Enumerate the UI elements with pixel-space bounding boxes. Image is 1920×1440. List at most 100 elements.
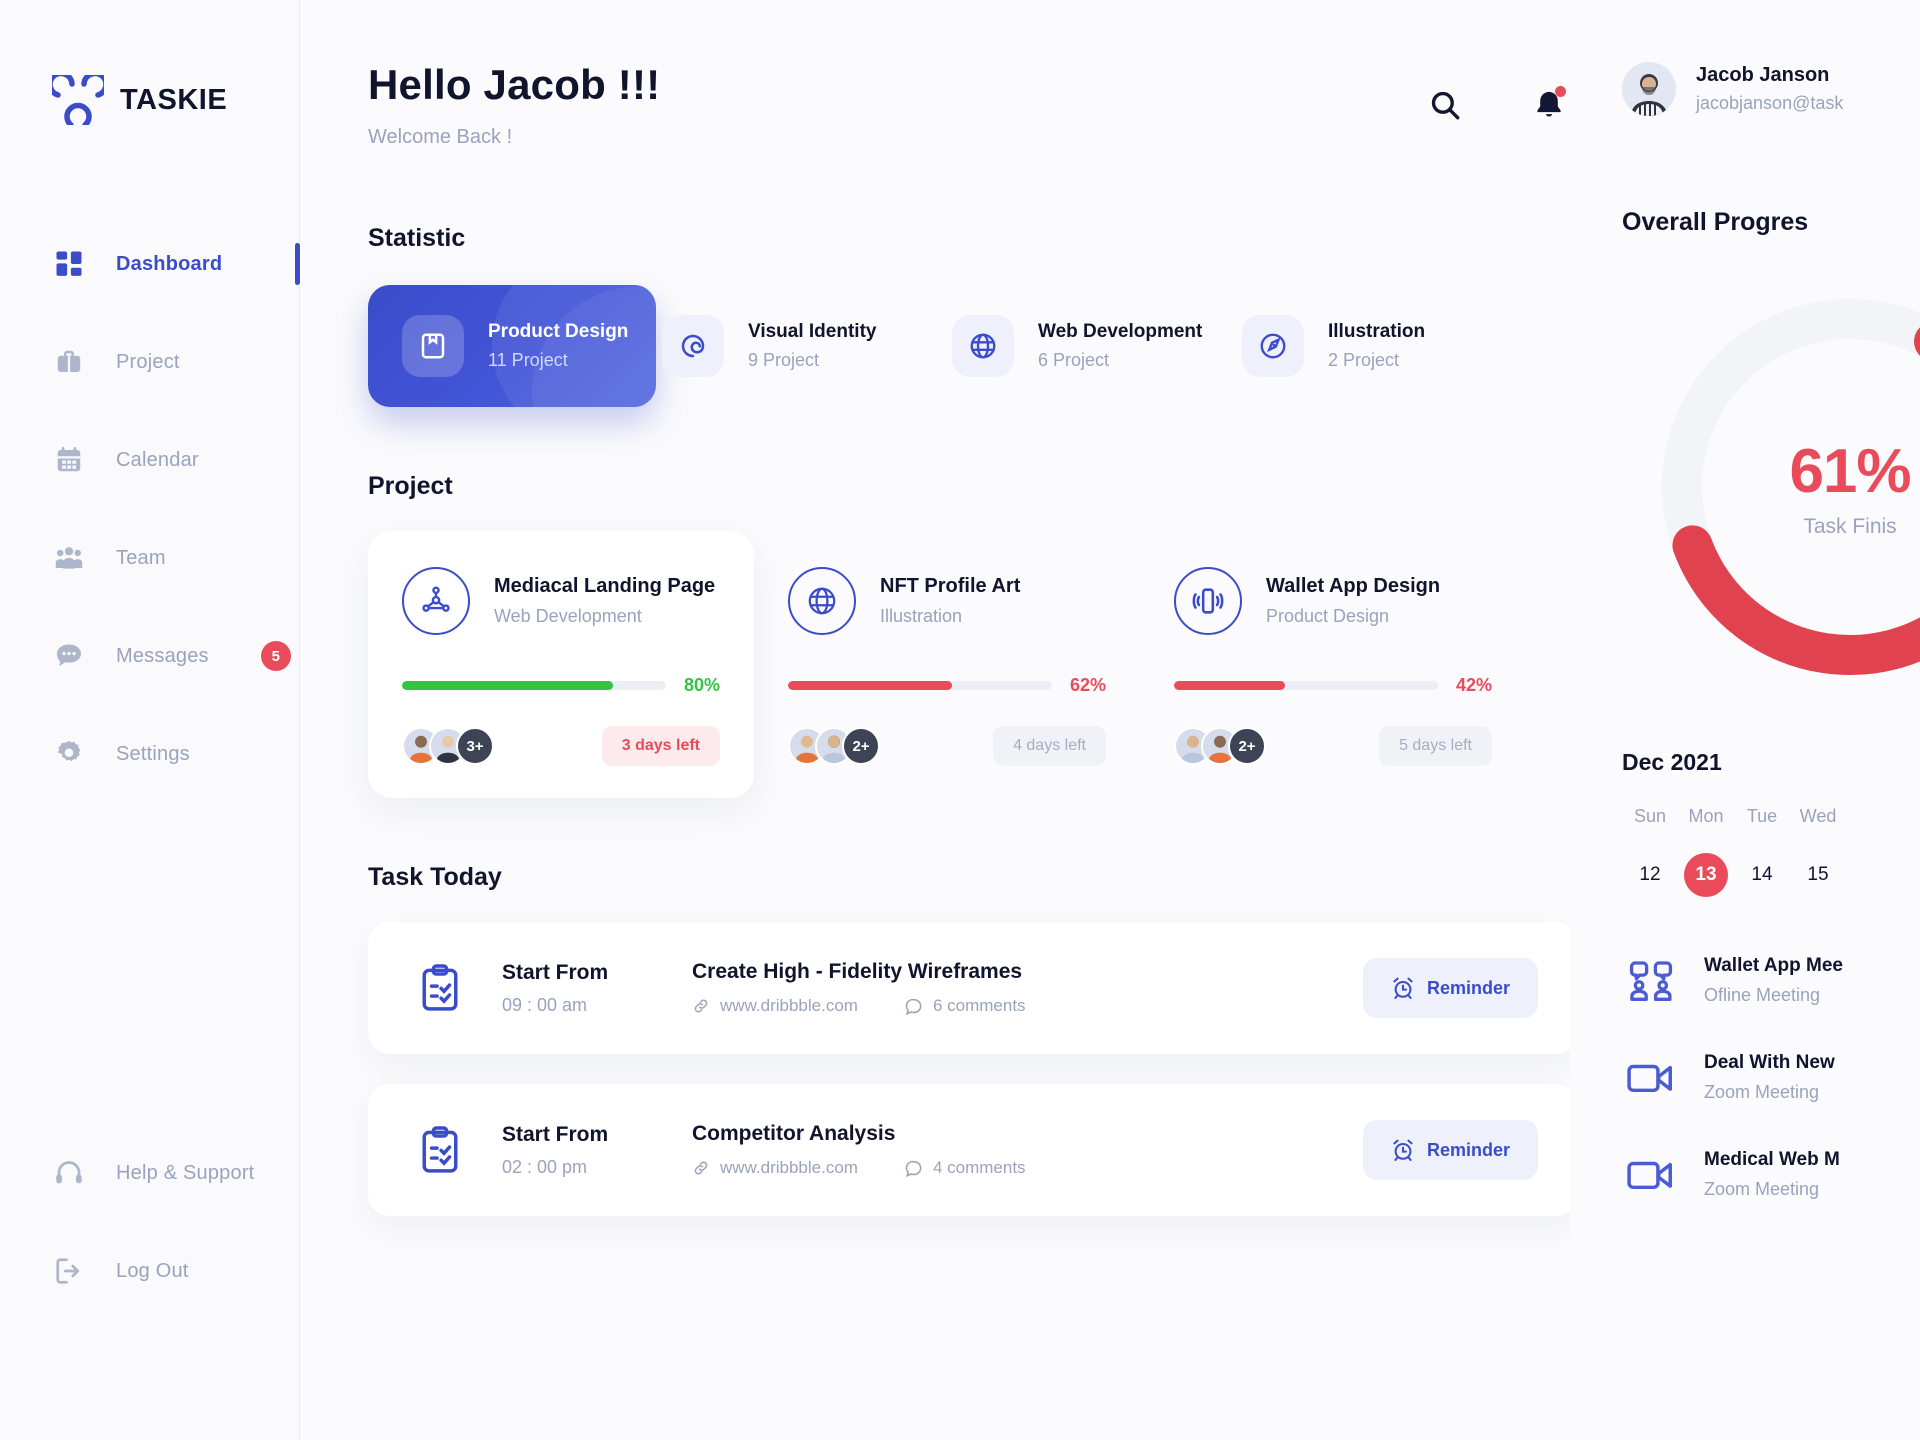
calendar-day-cell[interactable]: Sun 12 <box>1622 806 1678 897</box>
sidebar: TASKIE Dashboard <box>0 0 300 1440</box>
task-today-title: Task Today <box>368 863 502 892</box>
page-title: Hello Jacob !!! <box>368 61 661 108</box>
meeting-item[interactable]: Deal With New Zoom Meeting <box>1622 1052 1920 1103</box>
search-icon[interactable] <box>1424 84 1466 126</box>
project-card[interactable]: NFT Profile Art Illustration 62% <box>754 531 1140 798</box>
progress-track <box>788 681 1052 691</box>
stat-card-count: 11 Project <box>488 350 568 371</box>
task-start-label: Start From <box>502 1122 609 1146</box>
project-category: Illustration <box>880 606 963 627</box>
globe-icon <box>952 315 1014 378</box>
reminder-button[interactable]: Reminder <box>1362 1120 1538 1181</box>
meeting-type: Zoom Meeting <box>1704 1082 1820 1102</box>
pen-compass-icon <box>1242 315 1304 378</box>
three-arcs-logo-icon <box>47 70 109 128</box>
stat-card-count: 2 Project <box>1328 350 1400 371</box>
people-icon <box>52 541 86 575</box>
task-comments[interactable]: 4 comments <box>904 1158 1026 1178</box>
reminder-label: Reminder <box>1426 1139 1510 1160</box>
avatar-more-count: 3+ <box>456 727 494 766</box>
headset-icon <box>52 1156 86 1190</box>
task-row[interactable]: Start From 09 : 00 am Create High - Fide… <box>368 922 1578 1055</box>
progress-percent: 80% <box>683 675 720 696</box>
calendar-day-number: 15 <box>1807 864 1829 885</box>
link-icon <box>694 999 708 1013</box>
task-link-text: www.dribbble.com <box>720 996 858 1016</box>
brand-logo[interactable]: TASKIE <box>0 0 299 128</box>
project-title: Project <box>368 472 453 501</box>
briefcase-icon <box>52 345 86 379</box>
gear-icon <box>52 737 86 771</box>
avatar-stack: 3+ <box>402 727 494 766</box>
sidebar-item-log-out[interactable]: Log Out <box>0 1242 299 1300</box>
calendar-day-cell[interactable]: Mon 13 <box>1678 806 1734 897</box>
sidebar-bottom-nav: Help & Support Log Out <box>0 1144 299 1440</box>
days-left-badge: 4 days left <box>993 726 1106 767</box>
calendar-dow: Mon <box>1688 806 1724 826</box>
project-name: NFT Profile Art <box>880 575 1021 598</box>
task-title: Create High - Fidelity Wireframes <box>692 960 1023 984</box>
progress-track <box>1174 681 1438 691</box>
link-icon <box>694 1161 708 1175</box>
avatar-stack: 2+ <box>1174 727 1266 766</box>
project-card[interactable]: Mediacal Landing Page Web Development 80… <box>368 531 754 799</box>
overall-progress-donut: 61% Task Finis <box>1640 277 1920 697</box>
stat-card-name: Product Design <box>488 321 629 343</box>
sidebar-item-label: Log Out <box>116 1259 189 1282</box>
bell-icon[interactable] <box>1528 84 1570 126</box>
sidebar-item-team[interactable]: Team <box>0 529 299 587</box>
spiral-icon <box>662 315 724 378</box>
task-comments-text: 4 comments <box>932 1158 1026 1178</box>
avatar-more-count: 2+ <box>842 727 880 766</box>
atom-node-icon <box>402 567 470 636</box>
avatar-stack: 2+ <box>788 727 880 766</box>
reminder-button[interactable]: Reminder <box>1362 958 1538 1019</box>
sidebar-item-dashboard[interactable]: Dashboard <box>0 235 300 293</box>
stat-card-product-design[interactable]: Product Design 11 Project <box>368 285 656 408</box>
stat-card-name: Illustration <box>1328 321 1426 343</box>
meeting-item[interactable]: Wallet App Mee Ofline Meeting <box>1622 955 1920 1006</box>
sidebar-item-help-support[interactable]: Help & Support <box>0 1144 299 1202</box>
calendar-day-cell[interactable]: Tue 14 <box>1734 806 1790 897</box>
messages-badge: 5 <box>260 641 291 671</box>
task-link[interactable]: www.dribbble.com <box>692 1158 858 1178</box>
sidebar-item-project[interactable]: Project <box>0 333 299 391</box>
calendar-day-number: 14 <box>1751 864 1773 885</box>
calendar-month: Dec 2021 <box>1622 749 1722 775</box>
meeting-item[interactable]: Medical Web M Zoom Meeting <box>1622 1149 1920 1200</box>
comment-icon <box>905 998 922 1015</box>
main-content: Hello Jacob !!! Welcome Back ! <box>300 0 1578 1440</box>
overall-progress-title: Overall Progres <box>1622 208 1809 236</box>
stat-card-visual-identity[interactable]: Visual Identity 9 Project <box>656 285 946 407</box>
meeting-type: Zoom Meeting <box>1704 1179 1820 1199</box>
clipboard-check-icon <box>408 956 472 1020</box>
stat-card-web-development[interactable]: Web Development 6 Project <box>946 285 1236 407</box>
task-row[interactable]: Start From 02 : 00 pm Competitor Analysi… <box>368 1084 1578 1217</box>
sidebar-item-messages[interactable]: Messages 5 <box>0 627 299 685</box>
task-time: 09 : 00 am <box>502 994 588 1015</box>
task-comments[interactable]: 6 comments <box>904 996 1026 1016</box>
stat-card-count: 6 Project <box>1038 350 1110 371</box>
sidebar-item-settings[interactable]: Settings <box>0 725 299 783</box>
meeting-type: Ofline Meeting <box>1704 985 1821 1005</box>
progress-fill <box>788 681 952 691</box>
sidebar-item-calendar[interactable]: Calendar <box>0 431 299 489</box>
user-profile[interactable]: Jacob Janson jacobjanson@task <box>1622 62 1920 116</box>
stat-card-illustration[interactable]: Illustration 2 Project <box>1236 285 1526 407</box>
meeting-title: Wallet App Mee <box>1704 955 1843 976</box>
task-link-text: www.dribbble.com <box>720 1158 858 1178</box>
overall-progress-percent: 61% <box>1789 436 1911 506</box>
progress-percent: 62% <box>1069 675 1106 696</box>
calendar-day-cell[interactable]: Wed 15 <box>1790 806 1846 897</box>
logout-icon <box>52 1254 86 1288</box>
statistic-title: Statistic <box>368 224 466 253</box>
calendar-dow: Wed <box>1799 806 1837 826</box>
task-link[interactable]: www.dribbble.com <box>692 996 858 1016</box>
project-section: Project Mediac <box>368 472 1570 799</box>
avatar-more-count: 2+ <box>1228 727 1266 766</box>
profile-email: jacobjanson@task <box>1696 93 1844 113</box>
avatar <box>1622 62 1676 116</box>
calendar-dow: Tue <box>1746 806 1778 826</box>
project-card[interactable]: Wallet App Design Product Design 42% <box>1140 531 1526 798</box>
